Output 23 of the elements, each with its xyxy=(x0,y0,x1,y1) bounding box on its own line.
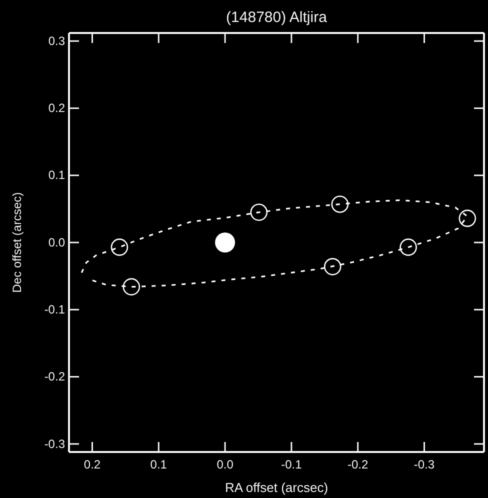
point xyxy=(324,258,342,276)
y-axis-title: Dec offset (arcsec) xyxy=(10,192,24,293)
point xyxy=(122,278,140,296)
y-tick-label: 0.3 xyxy=(48,34,66,48)
x-tick-label: 0.2 xyxy=(84,458,101,472)
x-tick-label: 0.1 xyxy=(150,458,168,472)
y-tick-label: 0.1 xyxy=(48,168,66,182)
point xyxy=(250,204,268,221)
x-tick-label: -0.2 xyxy=(347,458,368,472)
x-tick-label: 0.0 xyxy=(216,458,234,472)
point xyxy=(400,238,417,256)
point xyxy=(110,238,128,256)
point xyxy=(331,196,349,213)
x-axis-title: RA offset (arcsec) xyxy=(224,480,328,495)
y-tick-label: 0.0 xyxy=(48,235,66,250)
chart-title: (148780) Altjira xyxy=(226,9,328,26)
y-tick-label: -0.3 xyxy=(44,436,66,451)
point xyxy=(458,210,476,227)
y-tick-label: -0.2 xyxy=(44,370,66,384)
x-tick-label: -0.1 xyxy=(281,458,302,472)
y-tick-label: -0.1 xyxy=(44,302,66,316)
x-tick-label: -0.3 xyxy=(414,458,435,472)
y-tick-label: 0.2 xyxy=(48,101,66,116)
